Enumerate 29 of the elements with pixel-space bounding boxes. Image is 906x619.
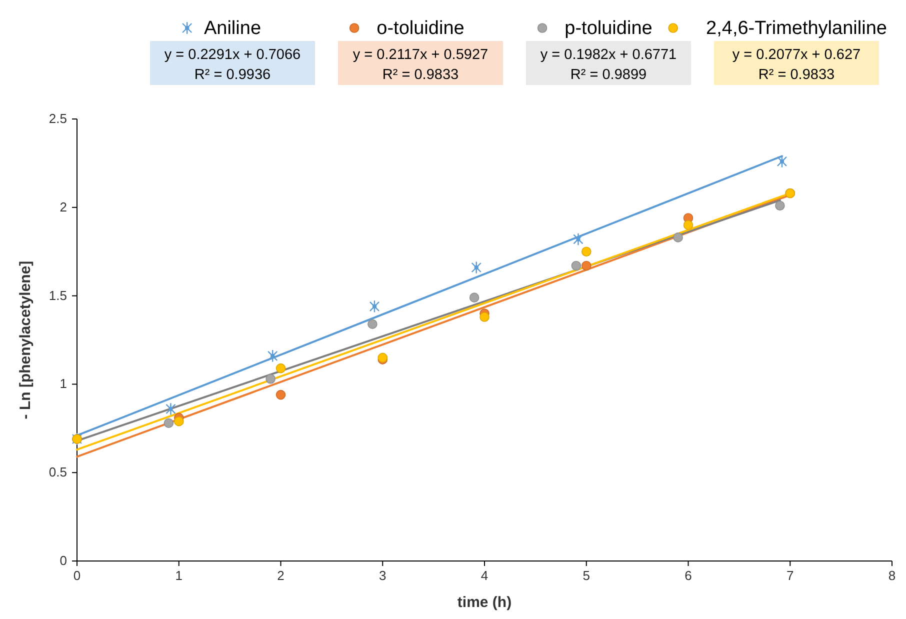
y-tick-label: 1.5	[48, 288, 67, 303]
text: R² = 0.9833	[382, 67, 459, 83]
text: R² = 0.9936	[194, 67, 271, 83]
legend-label: p-toluidine	[564, 18, 652, 39]
legend-label: o-toluidine	[376, 18, 464, 39]
legend-label: 2,4,6-Trimethylaniline	[706, 18, 887, 39]
y-tick-label: 2.5	[48, 111, 67, 126]
x-tick-label: 0	[73, 568, 81, 583]
x-tick-label: 1	[175, 568, 182, 583]
x-axis-title: time (h)	[457, 594, 512, 611]
y-tick-label: 1	[60, 376, 67, 392]
x-tick-label: 2	[277, 568, 284, 583]
text: R² = 0.9833	[758, 67, 835, 83]
legend-label: Aniline	[204, 18, 262, 39]
text: y = 0.2291x + 0.7066	[164, 47, 301, 63]
y-tick-label: 0	[60, 553, 67, 568]
y-axis-title: - Ln [phenylacetylene]	[17, 260, 34, 420]
x-tick-label: 6	[684, 568, 692, 583]
y-tick-label: 0.5	[48, 464, 67, 480]
x-tick-label: 5	[582, 568, 590, 583]
text: R² = 0.9899	[570, 67, 647, 83]
x-tick-label: 4	[480, 568, 488, 583]
text: y = 0.2077x + 0.627	[732, 47, 861, 63]
text: y = 0.2117x + 0.5927	[352, 47, 488, 63]
x-tick-label: 7	[786, 568, 794, 583]
text: y = 0.1982x + 0.6771	[540, 47, 677, 63]
x-tick-label: 8	[888, 568, 896, 583]
y-tick-label: 2	[60, 199, 67, 214]
x-tick-label: 3	[379, 568, 386, 583]
